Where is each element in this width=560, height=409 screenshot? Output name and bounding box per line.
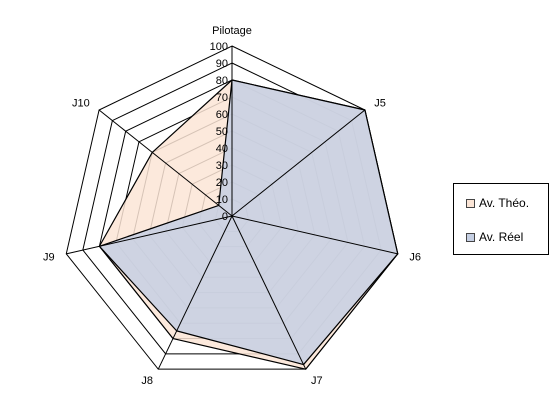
category-label-j6: J6 <box>409 251 421 263</box>
legend-swatch-theo <box>466 198 475 208</box>
legend: Av. Théo. Av. Réel <box>453 183 549 255</box>
tick-label-50: 50 <box>216 126 228 138</box>
spoke-1 <box>231 109 366 217</box>
category-label-j8: J8 <box>141 375 153 387</box>
radar-tick-labels: 0 10 20 30 40 50 60 70 80 90 100 <box>210 41 228 223</box>
spoke-6 <box>98 109 233 217</box>
tick-label-30: 30 <box>216 160 228 172</box>
tick-label-10: 10 <box>216 194 228 206</box>
spoke-5 <box>66 215 233 255</box>
category-label-j10: J10 <box>72 98 90 110</box>
radar-spokes <box>66 46 398 370</box>
spoke-3 <box>231 215 307 370</box>
tick-label-20: 20 <box>216 177 228 189</box>
legend-entry-reel: Av. Réel <box>466 230 523 244</box>
tick-label-0: 0 <box>222 211 228 223</box>
radar-series <box>98 79 399 370</box>
tick-label-90: 90 <box>216 58 228 70</box>
category-label-j5: J5 <box>374 98 386 110</box>
radar-category-labels: Pilotage J5 J6 J7 J8 J9 J10 <box>43 25 421 387</box>
tick-label-60: 60 <box>216 109 228 121</box>
tick-label-80: 80 <box>216 75 228 87</box>
category-label-j7: J7 <box>311 375 323 387</box>
legend-label-reel: Av. Réel <box>479 230 524 244</box>
tick-label-100: 100 <box>210 41 228 53</box>
series-1-area <box>98 79 399 366</box>
tick-label-40: 40 <box>216 143 228 155</box>
category-label-pilotage: Pilotage <box>212 25 252 37</box>
legend-swatch-reel <box>466 232 475 242</box>
category-label-j9: J9 <box>43 251 55 263</box>
legend-entry-theo: Av. Théo. <box>466 196 529 210</box>
legend-label-theo: Av. Théo. <box>479 196 530 210</box>
tick-label-70: 70 <box>216 92 228 104</box>
spoke-2 <box>231 215 398 255</box>
spoke-4 <box>157 215 233 370</box>
